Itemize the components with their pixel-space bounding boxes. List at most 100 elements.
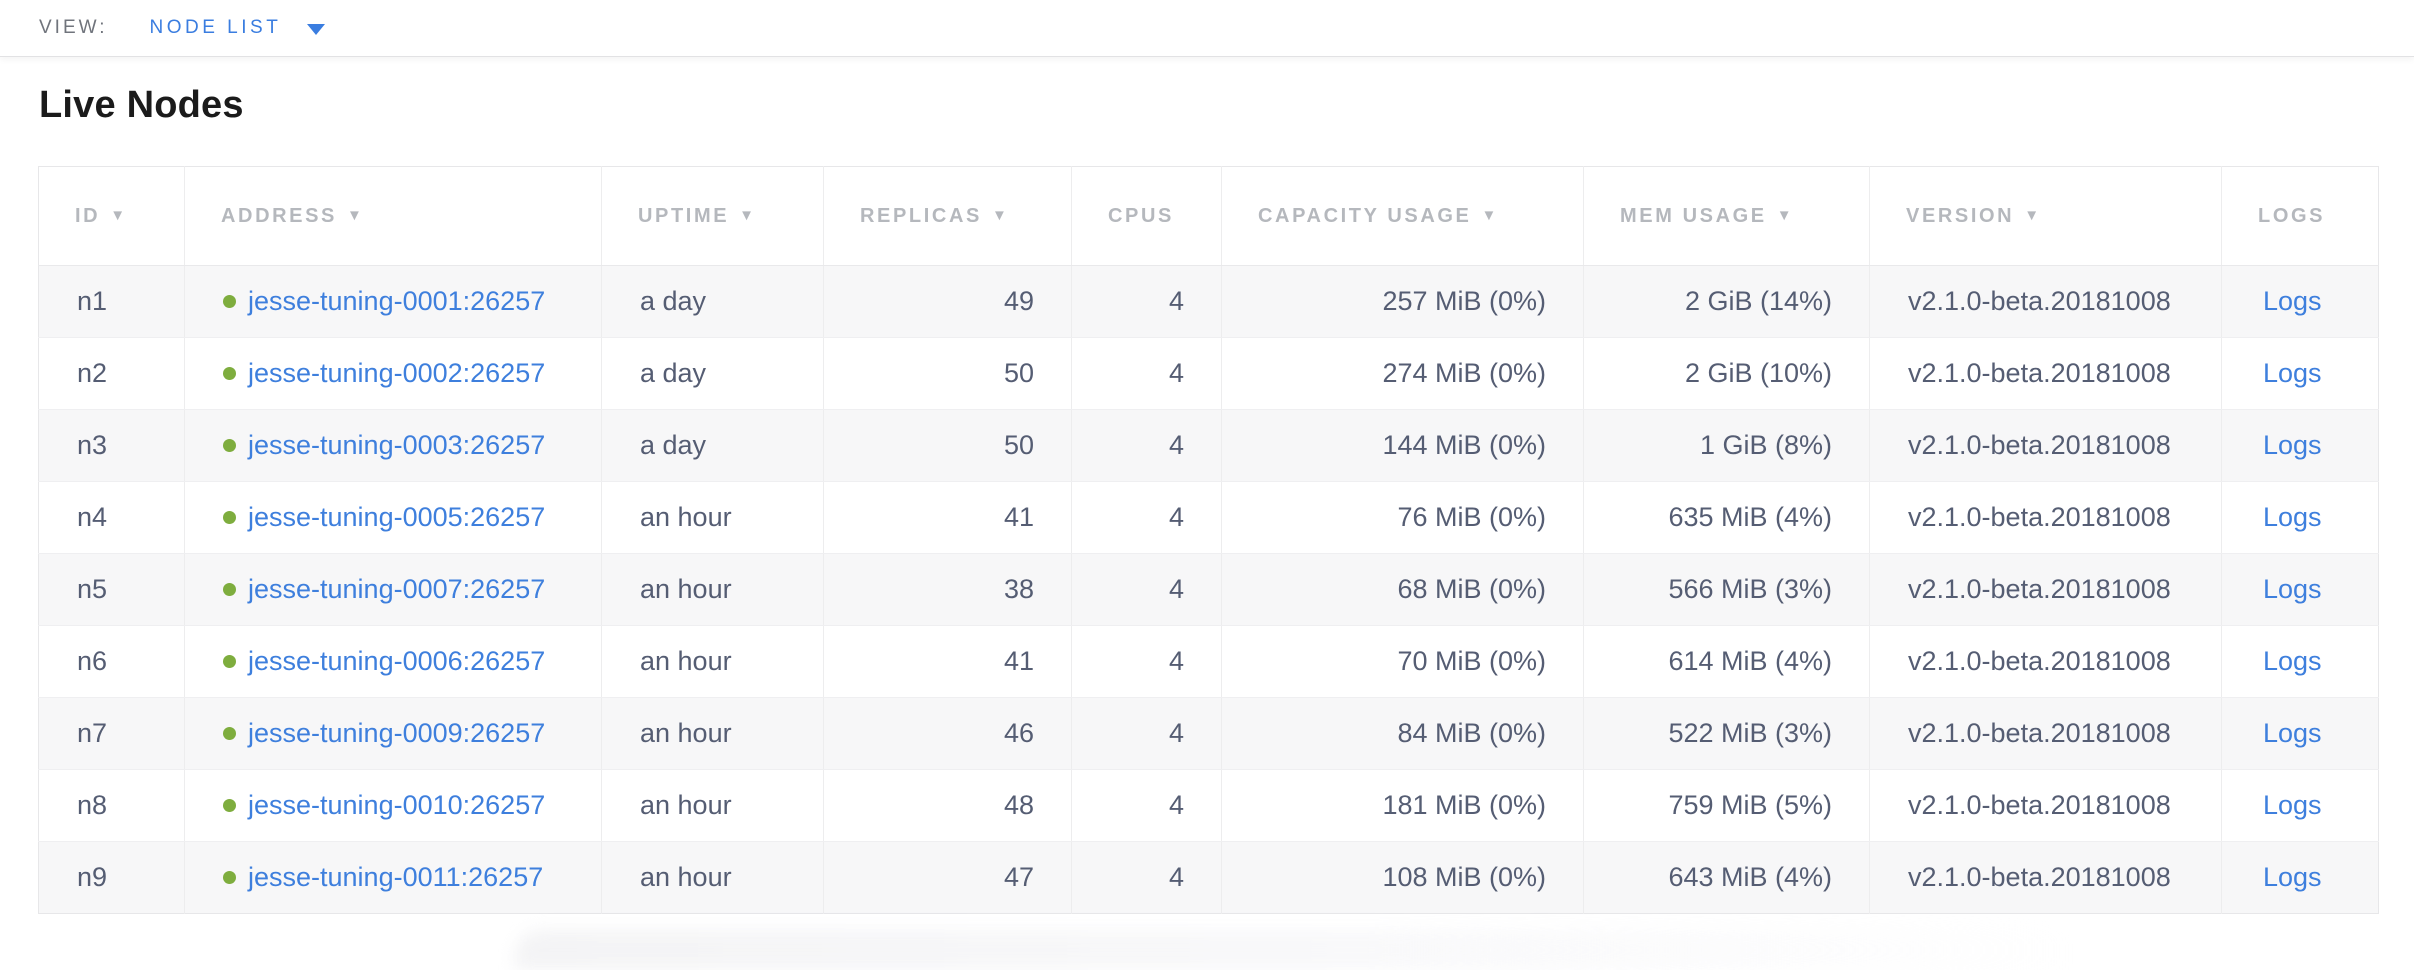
uptime-cell: a day bbox=[601, 409, 824, 482]
col-header-label: CAPACITY USAGE bbox=[1258, 204, 1472, 227]
view-label: VIEW: bbox=[39, 17, 108, 38]
col-header-label: MEM USAGE bbox=[1620, 204, 1767, 227]
node-id-cell: n1 bbox=[38, 265, 185, 338]
address-cell: jesse-tuning-0011:26257 bbox=[184, 841, 602, 914]
sort-desc-icon: ▼ bbox=[739, 206, 757, 224]
replicas-cell: 48 bbox=[823, 769, 1072, 842]
address-cell: jesse-tuning-0010:26257 bbox=[184, 769, 602, 842]
uptime-cell: an hour bbox=[601, 553, 824, 626]
healthy-status-dot-icon bbox=[223, 439, 236, 452]
cpus-cell: 4 bbox=[1071, 769, 1222, 842]
mem-usage-cell: 522 MiB (3%) bbox=[1583, 697, 1870, 770]
healthy-status-dot-icon bbox=[223, 367, 236, 380]
sort-desc-icon: ▼ bbox=[347, 206, 365, 224]
table-row: n2 jesse-tuning-0002:26257 a day 50 4 27… bbox=[38, 337, 2379, 410]
table-row: n1 jesse-tuning-0001:26257 a day 49 4 25… bbox=[38, 265, 2379, 338]
logs-link[interactable]: Logs bbox=[2263, 646, 2322, 676]
table-row: n5 jesse-tuning-0007:26257 an hour 38 4 … bbox=[38, 553, 2379, 626]
cpus-cell: 4 bbox=[1071, 265, 1222, 338]
cpus-cell: 4 bbox=[1071, 337, 1222, 410]
logs-link[interactable]: Logs bbox=[2263, 718, 2322, 748]
capacity-usage-cell: 181 MiB (0%) bbox=[1221, 769, 1584, 842]
logs-cell: Logs bbox=[2221, 841, 2379, 914]
view-dropdown[interactable]: NODE LIST bbox=[150, 17, 326, 39]
col-header-label: UPTIME bbox=[638, 204, 730, 227]
version-cell: v2.1.0-beta.20181008 bbox=[1869, 409, 2222, 482]
address-link[interactable]: jesse-tuning-0011:26257 bbox=[248, 862, 544, 892]
col-header-cpus[interactable]: CPUS bbox=[1071, 166, 1222, 266]
cpus-cell: 4 bbox=[1071, 841, 1222, 914]
uptime-cell: an hour bbox=[601, 697, 824, 770]
capacity-usage-cell: 274 MiB (0%) bbox=[1221, 337, 1584, 410]
address-link[interactable]: jesse-tuning-0001:26257 bbox=[248, 286, 546, 316]
table-row: n4 jesse-tuning-0005:26257 an hour 41 4 … bbox=[38, 481, 2379, 554]
logs-cell: Logs bbox=[2221, 265, 2379, 338]
sort-desc-icon: ▼ bbox=[991, 206, 1010, 224]
capacity-usage-cell: 76 MiB (0%) bbox=[1221, 481, 1584, 554]
replicas-cell: 38 bbox=[823, 553, 1072, 626]
address-link[interactable]: jesse-tuning-0005:26257 bbox=[248, 502, 546, 532]
logs-link[interactable]: Logs bbox=[2263, 358, 2322, 388]
node-id-cell: n6 bbox=[38, 625, 185, 698]
logs-link[interactable]: Logs bbox=[2263, 862, 2322, 892]
uptime-cell: an hour bbox=[601, 481, 824, 554]
logs-link[interactable]: Logs bbox=[2263, 790, 2322, 820]
mem-usage-cell: 566 MiB (3%) bbox=[1583, 553, 1870, 626]
version-cell: v2.1.0-beta.20181008 bbox=[1869, 625, 2222, 698]
logs-link[interactable]: Logs bbox=[2263, 430, 2322, 460]
col-header-capacity-usage[interactable]: CAPACITY USAGE ▼ bbox=[1221, 166, 1584, 266]
node-id-cell: n5 bbox=[38, 553, 185, 626]
col-header-id[interactable]: ID ▼ bbox=[38, 166, 185, 266]
healthy-status-dot-icon bbox=[223, 583, 236, 596]
capacity-usage-cell: 144 MiB (0%) bbox=[1221, 409, 1584, 482]
cpus-cell: 4 bbox=[1071, 553, 1222, 626]
col-header-mem-usage[interactable]: MEM USAGE ▼ bbox=[1583, 166, 1870, 266]
logs-link[interactable]: Logs bbox=[2263, 286, 2322, 316]
table-row: n9 jesse-tuning-0011:26257 an hour 47 4 … bbox=[38, 841, 2379, 914]
healthy-status-dot-icon bbox=[223, 511, 236, 524]
col-header-replicas[interactable]: REPLICAS ▼ bbox=[823, 166, 1072, 266]
mem-usage-cell: 614 MiB (4%) bbox=[1583, 625, 1870, 698]
uptime-cell: a day bbox=[601, 337, 824, 410]
healthy-status-dot-icon bbox=[223, 655, 236, 668]
uptime-cell: a day bbox=[601, 265, 824, 338]
version-cell: v2.1.0-beta.20181008 bbox=[1869, 337, 2222, 410]
logs-cell: Logs bbox=[2221, 337, 2379, 410]
col-header-label: LOGS bbox=[2258, 204, 2326, 227]
live-nodes-table: ID ▼ ADDRESS ▼ UPTIME ▼ REPLICAS ▼ CPUS CAPA… bbox=[38, 166, 2379, 914]
address-link[interactable]: jesse-tuning-0010:26257 bbox=[248, 790, 546, 820]
sort-desc-icon: ▼ bbox=[110, 206, 128, 224]
col-header-label: ADDRESS bbox=[221, 204, 337, 227]
table-row: n3 jesse-tuning-0003:26257 a day 50 4 14… bbox=[38, 409, 2379, 482]
replicas-cell: 41 bbox=[823, 625, 1072, 698]
replicas-cell: 50 bbox=[823, 409, 1072, 482]
address-link[interactable]: jesse-tuning-0007:26257 bbox=[248, 574, 546, 604]
mem-usage-cell: 2 GiB (10%) bbox=[1583, 337, 1870, 410]
address-link[interactable]: jesse-tuning-0002:26257 bbox=[248, 358, 546, 388]
col-header-uptime[interactable]: UPTIME ▼ bbox=[601, 166, 824, 266]
address-link[interactable]: jesse-tuning-0003:26257 bbox=[248, 430, 546, 460]
node-id-cell: n4 bbox=[38, 481, 185, 554]
address-cell: jesse-tuning-0003:26257 bbox=[184, 409, 602, 482]
version-cell: v2.1.0-beta.20181008 bbox=[1869, 481, 2222, 554]
address-cell: jesse-tuning-0007:26257 bbox=[184, 553, 602, 626]
capacity-usage-cell: 68 MiB (0%) bbox=[1221, 553, 1584, 626]
cpus-cell: 4 bbox=[1071, 409, 1222, 482]
replicas-cell: 50 bbox=[823, 337, 1072, 410]
col-header-logs: LOGS bbox=[2221, 166, 2379, 266]
address-cell: jesse-tuning-0002:26257 bbox=[184, 337, 602, 410]
version-cell: v2.1.0-beta.20181008 bbox=[1869, 265, 2222, 338]
address-link[interactable]: jesse-tuning-0009:26257 bbox=[248, 718, 546, 748]
table-row: n8 jesse-tuning-0010:26257 an hour 48 4 … bbox=[38, 769, 2379, 842]
logs-link[interactable]: Logs bbox=[2263, 502, 2322, 532]
col-header-label: ID bbox=[75, 204, 101, 227]
below-fold-shadow bbox=[515, 930, 2075, 970]
col-header-label: VERSION bbox=[1906, 204, 2015, 227]
sort-desc-icon: ▼ bbox=[1481, 206, 1499, 224]
col-header-address[interactable]: ADDRESS ▼ bbox=[184, 166, 602, 266]
col-header-version[interactable]: VERSION ▼ bbox=[1869, 166, 2222, 266]
address-link[interactable]: jesse-tuning-0006:26257 bbox=[248, 646, 546, 676]
col-header-label: REPLICAS bbox=[860, 204, 982, 227]
logs-link[interactable]: Logs bbox=[2263, 574, 2322, 604]
mem-usage-cell: 1 GiB (8%) bbox=[1583, 409, 1870, 482]
